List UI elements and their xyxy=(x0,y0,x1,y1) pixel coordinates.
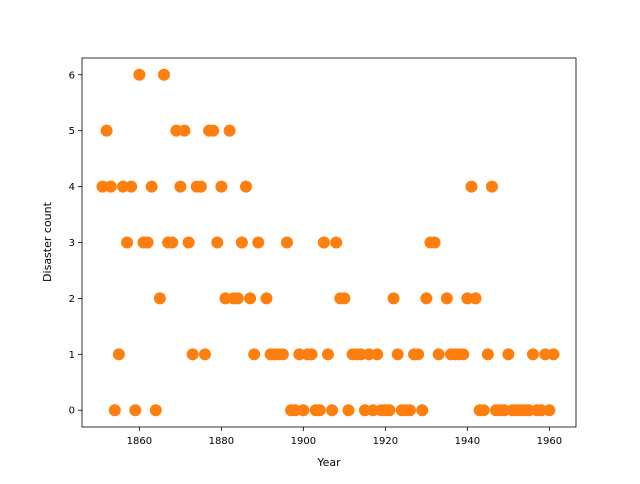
point xyxy=(211,236,224,249)
point xyxy=(477,404,490,417)
point xyxy=(207,124,220,137)
y-tick-label: 6 xyxy=(69,70,75,81)
point xyxy=(391,348,404,361)
point xyxy=(186,348,199,361)
plot-frame xyxy=(81,57,577,428)
x-tick-label: 1960 xyxy=(537,436,562,447)
point xyxy=(145,180,158,193)
y-tick-label: 2 xyxy=(69,294,75,305)
point xyxy=(526,348,539,361)
point xyxy=(371,348,384,361)
point xyxy=(260,292,273,305)
y-tick-label: 0 xyxy=(69,406,75,417)
point xyxy=(469,292,482,305)
point xyxy=(149,404,162,417)
point xyxy=(108,404,121,417)
point xyxy=(457,348,470,361)
point xyxy=(317,236,330,249)
point xyxy=(293,348,306,361)
y-tick-label: 3 xyxy=(69,238,75,249)
point xyxy=(116,180,129,193)
point xyxy=(96,180,109,193)
point xyxy=(502,348,515,361)
y-tick-label: 5 xyxy=(69,126,75,137)
point xyxy=(235,236,248,249)
point xyxy=(194,180,207,193)
point xyxy=(198,348,211,361)
point xyxy=(215,180,228,193)
point xyxy=(543,404,556,417)
point xyxy=(125,180,138,193)
point xyxy=(129,404,142,417)
point xyxy=(248,348,261,361)
point xyxy=(485,180,498,193)
point xyxy=(354,348,367,361)
point xyxy=(481,348,494,361)
point xyxy=(178,124,191,137)
y-tick-label: 1 xyxy=(69,350,75,361)
point xyxy=(100,124,113,137)
point xyxy=(153,292,166,305)
point xyxy=(522,404,535,417)
point xyxy=(321,348,334,361)
point xyxy=(219,292,232,305)
point xyxy=(174,180,187,193)
x-tick-label: 1940 xyxy=(455,436,480,447)
point xyxy=(420,292,433,305)
point xyxy=(535,404,548,417)
point xyxy=(461,292,474,305)
point xyxy=(157,68,170,81)
point xyxy=(342,404,355,417)
point xyxy=(141,236,154,249)
y-tick-label: 4 xyxy=(69,182,75,193)
point xyxy=(498,404,511,417)
point xyxy=(383,404,396,417)
x-tick-label: 1880 xyxy=(209,436,234,447)
point xyxy=(362,348,375,361)
point xyxy=(358,404,371,417)
point xyxy=(465,180,478,193)
point xyxy=(170,124,183,137)
point xyxy=(252,236,265,249)
point xyxy=(112,348,125,361)
point xyxy=(121,236,134,249)
point xyxy=(432,348,445,361)
point xyxy=(412,348,425,361)
point xyxy=(223,124,236,137)
x-axis-label: Year xyxy=(316,456,341,469)
point xyxy=(326,404,339,417)
point xyxy=(428,236,441,249)
point xyxy=(403,404,416,417)
point xyxy=(338,292,351,305)
point xyxy=(367,404,380,417)
point xyxy=(104,180,117,193)
point xyxy=(313,404,326,417)
point xyxy=(330,236,343,249)
point xyxy=(276,348,289,361)
point xyxy=(305,348,318,361)
point xyxy=(133,68,146,81)
x-tick-label: 1900 xyxy=(291,436,316,447)
point xyxy=(387,292,400,305)
x-tick-label: 1920 xyxy=(373,436,398,447)
point xyxy=(182,236,195,249)
y-axis-label: Disaster count xyxy=(41,201,54,282)
point xyxy=(539,348,552,361)
point xyxy=(244,292,257,305)
point xyxy=(297,404,310,417)
point xyxy=(547,348,560,361)
x-tick-label: 1860 xyxy=(127,436,152,447)
point xyxy=(166,236,179,249)
point xyxy=(280,236,293,249)
point xyxy=(289,404,302,417)
point xyxy=(440,292,453,305)
point xyxy=(416,404,429,417)
point xyxy=(231,292,244,305)
point xyxy=(239,180,252,193)
